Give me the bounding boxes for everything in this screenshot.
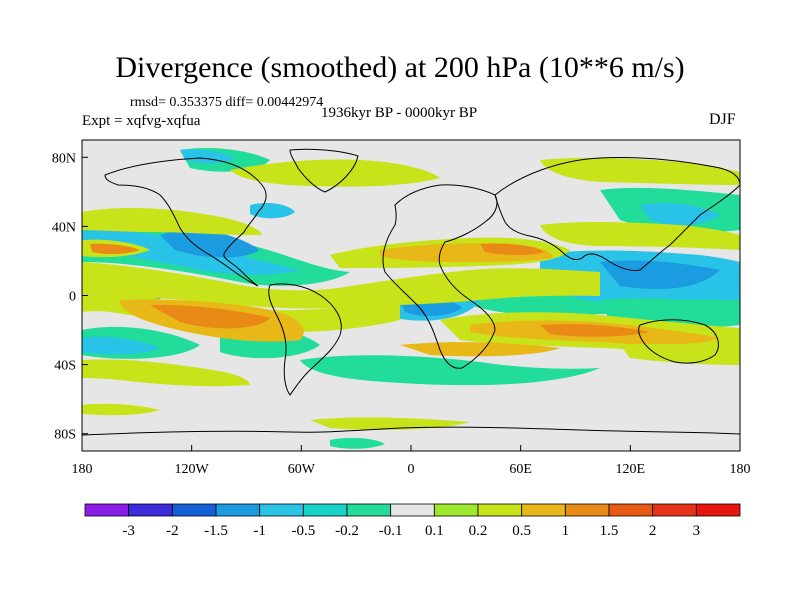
colorbar-label: -1 [253, 523, 266, 539]
colorbar-swatch [259, 503, 304, 517]
colorbar-label: -2 [166, 523, 179, 539]
colorbar-swatch [695, 503, 741, 517]
divergence-field [82, 148, 740, 449]
colorbar-swatch [608, 503, 654, 517]
colorbar-label: -0.5 [291, 523, 315, 539]
colorbar-swatch [302, 503, 348, 517]
season-label: DJF [709, 111, 736, 128]
lon-tick-label: 180 [72, 462, 93, 477]
colorbar-label: 2 [649, 523, 657, 539]
colorbar-swatch [521, 503, 566, 517]
lat-tick-label: 0 [69, 290, 76, 305]
colorbar-swatch [652, 503, 697, 517]
colorbar: -3 -2 -1.5 -1 -0.5 -0.2 -0.1 0.1 0.2 0.5 1 1.5 2 3 [84, 503, 741, 539]
colorbar-label: 1.5 [600, 523, 619, 539]
colorbar-swatch [346, 503, 392, 517]
lon-tick-label: 120E [616, 462, 646, 477]
north-america-coast [104, 157, 267, 287]
lat-tick-label: 40S [54, 359, 76, 374]
colorbar-swatch [564, 503, 610, 517]
latitude-axis: 80N 40N 0 40S 80S [52, 151, 88, 443]
australia-coast [638, 319, 719, 364]
antarctica-coast [82, 426, 740, 436]
lon-tick-label: 0 [408, 462, 415, 477]
south-america-coast [268, 283, 342, 396]
colorbar-swatch [477, 503, 523, 517]
stats-text: rmsd= 0.353375 diff= 0.00442974 [130, 95, 324, 110]
colorbar-label: 0.2 [469, 523, 488, 539]
lon-tick-label: 60E [509, 462, 532, 477]
colorbar-swatch [433, 503, 479, 517]
greenland-coast [289, 148, 359, 193]
colorbar-label: -0.1 [379, 523, 403, 539]
colorbar-label: -0.2 [335, 523, 359, 539]
colorbar-swatch [171, 503, 217, 517]
colorbar-label: 0.5 [512, 523, 531, 539]
positive-anomaly-areas [82, 157, 740, 430]
experiment-label: Expt = xqfvg-xqfua [82, 113, 201, 129]
lat-tick-label: 80S [54, 428, 76, 443]
colorbar-label: 3 [693, 523, 701, 539]
colorbar-label: -3 [122, 523, 135, 539]
colorbar-swatch [84, 503, 130, 517]
lat-tick-label: 80N [52, 151, 76, 166]
longitude-axis: 180 120W 60W 0 60E 120E 180 [72, 445, 751, 477]
lon-tick-label: 120W [175, 462, 210, 477]
lon-tick-label: 60W [288, 462, 316, 477]
colorbar-label: 1 [562, 523, 570, 539]
plot-title: Divergence (smoothed) at 200 hPa (10**6 … [115, 51, 685, 84]
lat-tick-label: 40N [52, 220, 76, 235]
lon-tick-label: 180 [730, 462, 751, 477]
colorbar-swatch [128, 503, 173, 517]
colorbar-swatch [390, 503, 435, 517]
asia-coast [494, 156, 740, 271]
period-label: 1936kyr BP - 0000kyr BP [321, 105, 478, 121]
colorbar-swatch [215, 503, 261, 517]
coastlines [82, 148, 740, 436]
colorbar-label: 0.1 [425, 523, 444, 539]
colorbar-label: -1.5 [204, 523, 228, 539]
